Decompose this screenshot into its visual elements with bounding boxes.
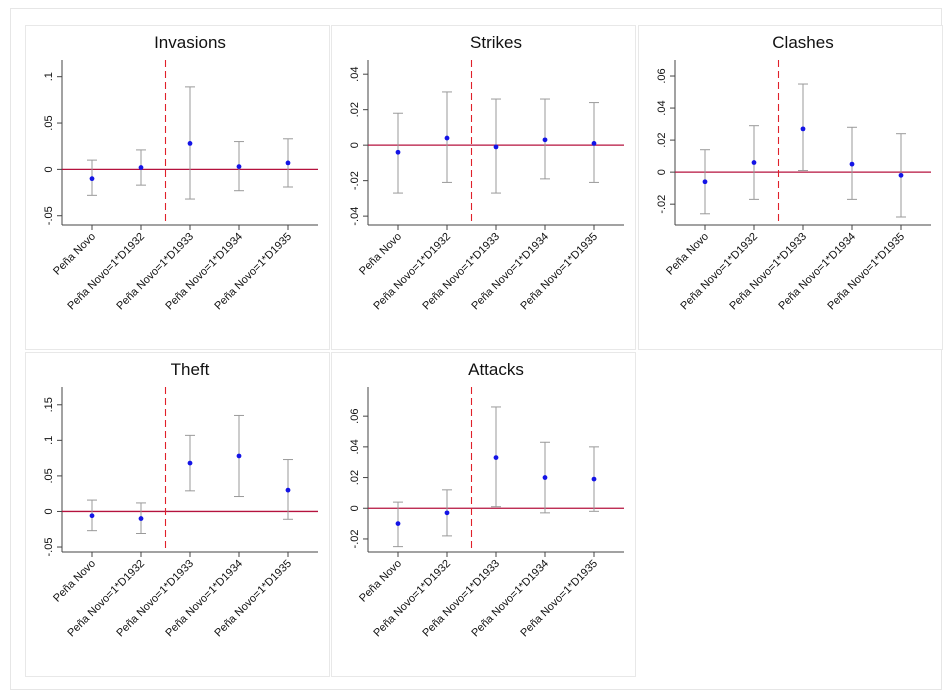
y-tick-label: .04 xyxy=(656,100,668,115)
panel-frame xyxy=(331,25,636,350)
panel-frame xyxy=(331,352,636,677)
panel-title: Invasions xyxy=(154,33,226,52)
point-estimate xyxy=(898,172,904,178)
point-estimate xyxy=(395,521,401,527)
panel-title: Strikes xyxy=(470,33,522,52)
y-tick-label: .04 xyxy=(349,67,361,82)
point-estimate xyxy=(591,476,597,482)
y-tick-label: -.02 xyxy=(349,171,361,190)
y-tick-label: -.04 xyxy=(349,207,361,226)
y-tick-label: .1 xyxy=(43,436,55,445)
y-tick-label: .02 xyxy=(656,132,668,147)
point-estimate xyxy=(187,460,193,466)
point-estimate xyxy=(236,164,242,170)
point-estimate xyxy=(395,149,401,155)
point-estimate xyxy=(493,144,499,150)
point-estimate xyxy=(751,160,757,165)
y-tick-label: 0 xyxy=(43,508,55,514)
y-tick-label: .1 xyxy=(43,72,55,81)
panel-frame xyxy=(638,25,943,350)
point-estimate xyxy=(138,165,144,170)
y-tick-label: .15 xyxy=(43,397,55,412)
y-tick-label: -.02 xyxy=(349,529,361,548)
point-estimate xyxy=(285,487,291,493)
y-tick-label: 0 xyxy=(349,142,361,148)
point-estimate xyxy=(542,475,548,480)
y-tick-label: .06 xyxy=(349,409,361,424)
point-estimate xyxy=(285,160,291,166)
y-tick-label: -.02 xyxy=(656,195,668,214)
panel-title: Attacks xyxy=(468,360,524,379)
y-tick-label: -.05 xyxy=(43,538,55,557)
y-tick-label: .06 xyxy=(656,68,668,83)
y-tick-label: .02 xyxy=(349,470,361,485)
y-tick-label: 0 xyxy=(349,505,361,511)
point-estimate xyxy=(542,137,548,143)
panel-frame xyxy=(25,25,330,350)
panel-title: Clashes xyxy=(772,33,833,52)
y-tick-label: 0 xyxy=(656,169,668,175)
point-estimate xyxy=(89,176,95,182)
point-estimate xyxy=(138,516,144,521)
y-tick-label: .04 xyxy=(349,439,361,454)
point-estimate xyxy=(444,135,450,141)
y-tick-label: .05 xyxy=(43,115,55,130)
y-tick-label: -.05 xyxy=(43,206,55,225)
point-estimate xyxy=(187,141,193,146)
y-tick-label: .02 xyxy=(349,102,361,117)
point-estimate xyxy=(444,510,450,516)
point-estimate xyxy=(800,126,806,132)
point-estimate xyxy=(849,161,855,167)
point-estimate xyxy=(702,179,708,185)
panel-title: Theft xyxy=(171,360,210,379)
point-estimate xyxy=(89,513,95,519)
panel-frame xyxy=(25,352,330,677)
point-estimate xyxy=(493,455,499,461)
point-estimate xyxy=(236,453,242,459)
point-estimate xyxy=(591,140,597,146)
y-tick-label: 0 xyxy=(43,166,55,172)
y-tick-label: .05 xyxy=(43,468,55,483)
